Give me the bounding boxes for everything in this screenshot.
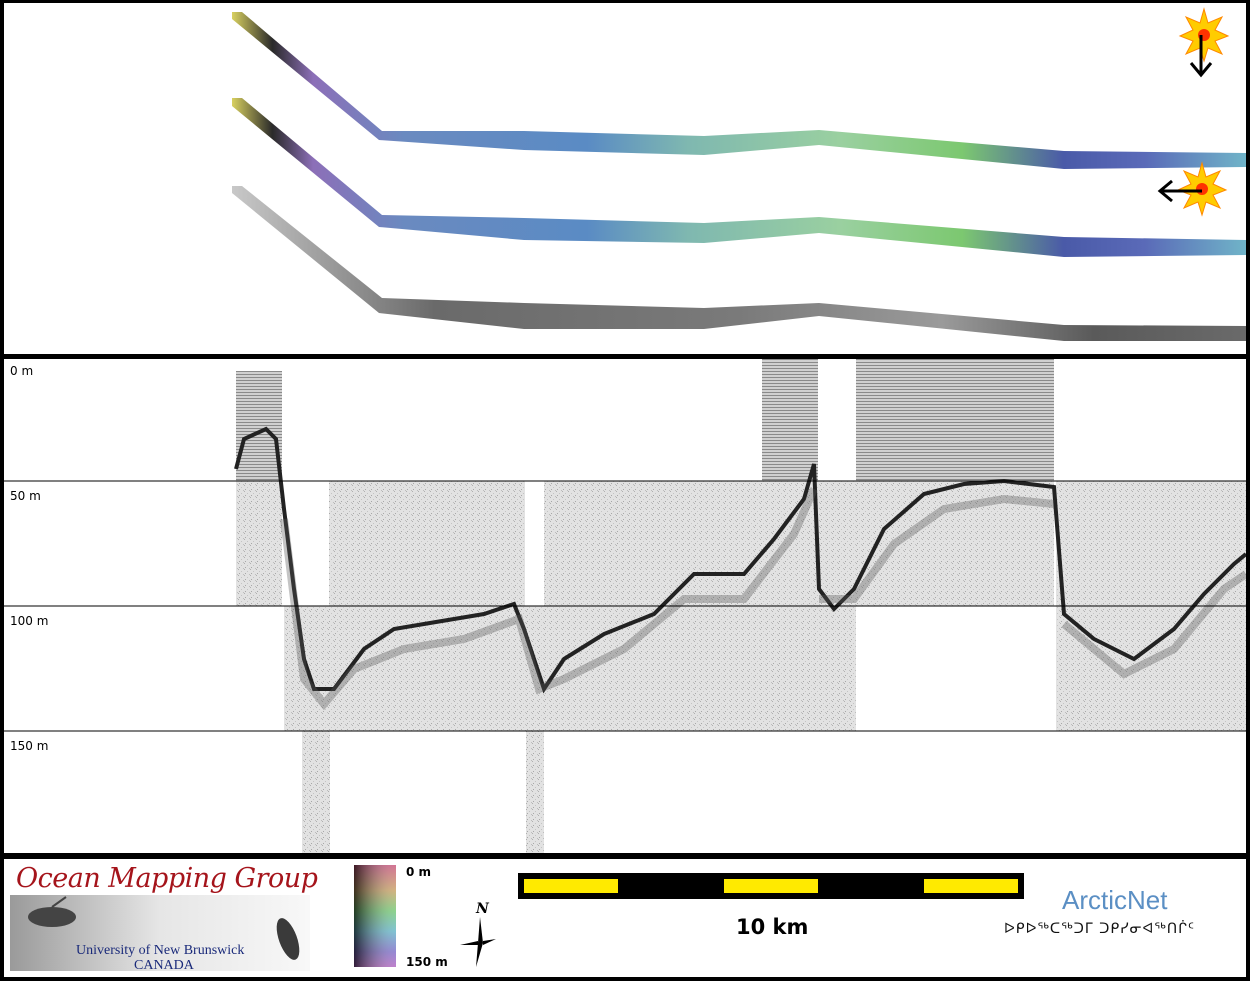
omg-title: Ocean Mapping Group: [16, 863, 318, 894]
sun-illumination-icon-west: [1157, 161, 1228, 217]
sonar-fish-icon: [28, 907, 76, 927]
arcticnet-logo-text: ArcticNet: [1062, 885, 1168, 915]
depth-label-0: 0 m: [10, 364, 34, 378]
north-arrow-label: N: [476, 901, 489, 917]
north-arrow-icon: N: [452, 901, 502, 969]
swath-strip-colored-west: [232, 98, 1246, 257]
profile-image: [4, 359, 1246, 853]
omg-logo-graphic: [10, 895, 310, 971]
north-arrow-graphic: [460, 917, 496, 967]
subbottom-profile-panel: 0 m 50 m 100 m 150 m: [4, 359, 1246, 853]
omg-logo: Ocean Mapping Group University of New Br…: [4, 859, 318, 977]
omg-university: University of New Brunswick: [76, 943, 245, 958]
depth-label-100: 100 m: [10, 614, 49, 628]
depth-colorbar: [354, 865, 396, 967]
swath-strip-colored-north: [232, 12, 1246, 169]
survey-vessel-icon: [276, 918, 300, 960]
seabed-reflector: [234, 426, 1246, 694]
scale-bar-label: 10 km: [736, 915, 809, 939]
legend-panel: Ocean Mapping Group University of New Br…: [4, 859, 1246, 977]
swath-strip-backscatter: [232, 186, 1246, 341]
swath-strips: [232, 7, 1246, 341]
colorbar-bottom-label: 150 m: [406, 955, 448, 969]
depth-label-50: 50 m: [10, 489, 41, 503]
sun-illumination-icon: [1178, 7, 1230, 78]
colorbar-top-label: 0 m: [406, 865, 432, 879]
scale-segment-5: [924, 879, 1018, 893]
scale-segment-1: [524, 879, 618, 893]
omg-country: CANADA: [134, 958, 194, 973]
swath-panel: [4, 3, 1246, 354]
arcticnet-inuktitut-text: ᐅᑭᐅᖅᑕᖅᑐᒥ ᑐᑭᓯᓂᐊᖅᑎᒌᑦ: [1004, 921, 1195, 937]
scale-segment-3: [724, 879, 818, 893]
colorbar-graphic: [354, 865, 396, 967]
scale-bar: [518, 873, 1024, 899]
depth-label-150: 150 m: [10, 739, 49, 753]
